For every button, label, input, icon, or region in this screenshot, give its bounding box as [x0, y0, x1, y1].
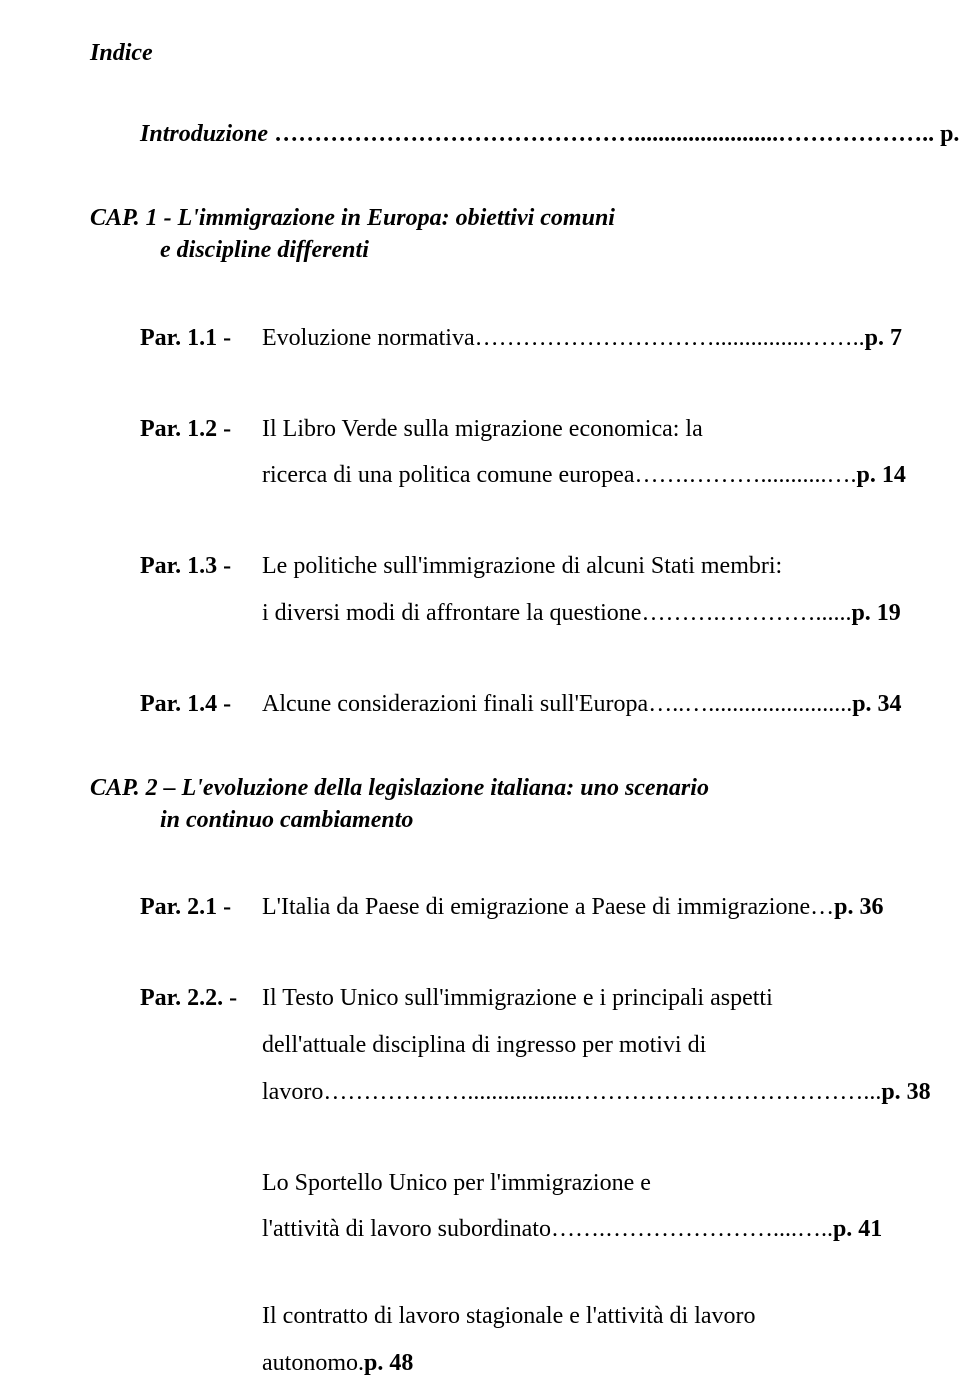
intro-label: Introduzione — [140, 121, 268, 147]
sub-entry-sportello-text2: l'attività di lavoro subordinato…….……………… — [262, 1216, 833, 1242]
par-1-3-label: Par. 1.3 - — [140, 543, 262, 590]
par-2-2-text2: dell'attuale disciplina di ingresso per … — [262, 1022, 931, 1069]
par-2-2: Par. 2.2. - Il Testo Unico sull'immigraz… — [90, 975, 870, 1115]
chapter-1-line1: CAP. 1 - L'immigrazione in Europa: obiet… — [90, 202, 870, 234]
par-1-3: Par. 1.3 - Le politiche sull'immigrazion… — [90, 543, 870, 637]
par-1-4-label: Par. 1.4 - — [140, 681, 262, 728]
par-1-1-page: p. 7 — [865, 325, 902, 351]
par-2-1-page: p. 36 — [834, 894, 883, 920]
par-1-2-label: Par. 1.2 - — [140, 406, 262, 453]
par-2-2-text1: Il Testo Unico sull'immigrazione e i pri… — [262, 975, 931, 1022]
par-1-4-page: p. 34 — [852, 691, 901, 717]
par-1-1-label: Par. 1.1 - — [140, 315, 262, 362]
chapter-2-heading: CAP. 2 – L'evoluzione della legislazione… — [90, 772, 870, 837]
chapter-2-line1: CAP. 2 – L'evoluzione della legislazione… — [90, 772, 870, 804]
par-1-1-text: Evoluzione normativa…………………………..........… — [262, 325, 865, 351]
par-1-1: Par. 1.1 - Evoluzione normativa………………………… — [90, 315, 870, 362]
par-1-2-page: p. 14 — [856, 462, 905, 488]
par-1-2: Par. 1.2 - Il Libro Verde sulla migrazio… — [90, 406, 870, 500]
par-1-4-text: Alcune considerazioni finali sull'Europa… — [262, 691, 852, 717]
intro-entry: Introduzione ………………………………………............… — [90, 121, 870, 148]
par-1-4: Par. 1.4 - Alcune considerazioni finali … — [90, 681, 870, 728]
sub-entry-sportello-text1: Lo Sportello Unico per l'immigrazione e — [262, 1160, 870, 1207]
sub-entry-contratto: Il contratto di lavoro stagionale e l'at… — [90, 1293, 870, 1387]
sub-entry-contratto-page: p. 48 — [364, 1350, 413, 1376]
sub-entry-sportello-page: p. 41 — [833, 1216, 882, 1242]
par-1-3-page: p. 19 — [851, 600, 900, 626]
par-2-1: Par. 2.1 - L'Italia da Paese di emigrazi… — [90, 884, 870, 931]
par-1-3-text2: i diversi modi di affrontare la question… — [262, 600, 851, 626]
par-1-3-text1: Le politiche sull'immigrazione di alcuni… — [262, 543, 901, 590]
par-1-2-text1: Il Libro Verde sulla migrazione economic… — [262, 406, 906, 453]
index-title: Indice — [90, 40, 870, 67]
sub-entry-contratto-text: Il contratto di lavoro stagionale e l'at… — [262, 1303, 756, 1376]
chapter-2-line2: in continuo cambiamento — [90, 804, 870, 836]
par-2-2-text3: lavoro………………..................…………………………… — [262, 1079, 881, 1105]
par-2-2-page: p. 38 — [881, 1079, 930, 1105]
chapter-1-line2: e discipline differenti — [90, 234, 870, 266]
chapter-1-heading: CAP. 1 - L'immigrazione in Europa: obiet… — [90, 202, 870, 267]
par-2-1-text: L'Italia da Paese di emigrazione a Paese… — [262, 894, 834, 920]
intro-leader: ………………………………………........................…… — [268, 121, 960, 147]
sub-entry-sportello: Lo Sportello Unico per l'immigrazione e … — [90, 1160, 870, 1254]
par-2-1-label: Par. 2.1 - — [140, 884, 262, 931]
par-1-2-text2: ricerca di una politica comune europea……… — [262, 462, 856, 488]
par-2-2-label: Par. 2.2. - — [140, 975, 262, 1022]
